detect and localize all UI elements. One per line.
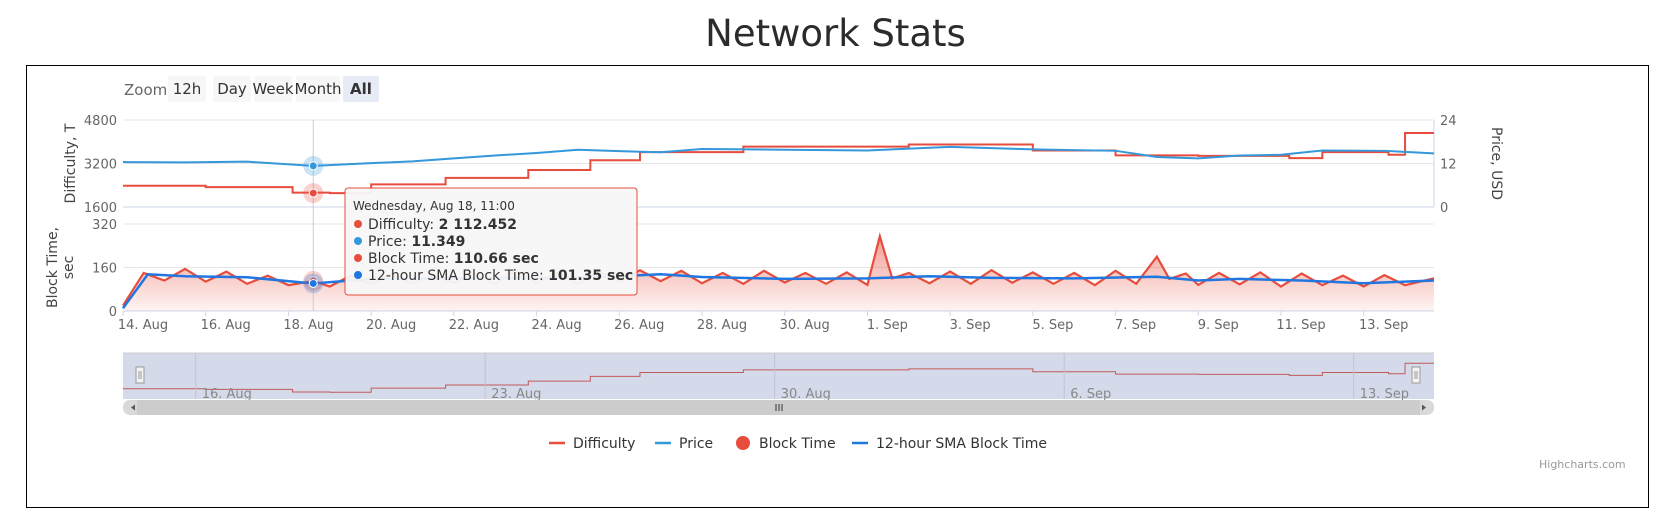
tooltip-row: 12-hour SMA Block Time: 101.35 sec bbox=[368, 268, 633, 284]
range-selector: Zoom 12h Day Week Month All bbox=[124, 76, 379, 102]
sma-hover-marker bbox=[308, 278, 318, 288]
x-tick-label: 11. Sep bbox=[1276, 318, 1325, 333]
tooltip-bullet-icon bbox=[354, 271, 362, 279]
y-tick-label: 4800 bbox=[84, 114, 117, 129]
legend-label: 12-hour SMA Block Time bbox=[876, 436, 1047, 452]
legend-label: Difficulty bbox=[573, 436, 635, 452]
scrollbar[interactable] bbox=[123, 400, 1434, 415]
tooltip-bullet-icon bbox=[354, 254, 362, 262]
navigator-tick-label: 6. Sep bbox=[1070, 387, 1111, 402]
x-tick-label: 24. Aug bbox=[531, 318, 581, 333]
right-axis-title: Price, USD bbox=[1488, 127, 1504, 200]
y2-tick-label: 0 bbox=[1440, 201, 1448, 216]
zoom-button-label: Week bbox=[252, 80, 293, 98]
zoom-button-label: Month bbox=[294, 80, 341, 98]
navigator-tick-label: 13. Sep bbox=[1360, 387, 1409, 402]
network-stats-chart: Zoom 12h Day Week Month All 1600320048000122… bbox=[45, 76, 1626, 471]
zoom-label: Zoom bbox=[124, 81, 167, 99]
x-tick-label: 13. Sep bbox=[1359, 318, 1408, 333]
legend-item-block-time[interactable]: Block Time bbox=[736, 436, 836, 452]
x-tick-label: 28. Aug bbox=[697, 318, 747, 333]
zoom-button-week[interactable]: Week bbox=[252, 76, 294, 102]
navigator-series bbox=[123, 362, 1434, 393]
legend-symbol bbox=[736, 436, 750, 450]
credits[interactable]: Highcharts.com bbox=[1539, 458, 1626, 471]
y2-tick-label: 24 bbox=[1440, 114, 1457, 129]
page-title: Network Stats bbox=[705, 12, 966, 55]
legend-label: Price bbox=[679, 436, 713, 452]
y-tick-label: 320 bbox=[92, 218, 117, 233]
y-tick-label: 1600 bbox=[84, 201, 117, 216]
navigator-handle-left[interactable] bbox=[135, 366, 145, 384]
series-sma-block-time[interactable] bbox=[121, 273, 1435, 310]
price-hover-marker bbox=[308, 161, 318, 171]
left-axis-title: Difficulty, T bbox=[63, 123, 79, 203]
tooltip-row: Difficulty: 2 112.452 bbox=[368, 217, 517, 233]
navigator-tick-label: 16. Aug bbox=[202, 387, 252, 402]
x-tick-label: 18. Aug bbox=[283, 318, 333, 333]
navigator-handle-right[interactable] bbox=[1411, 366, 1421, 384]
x-tick-label: 5. Sep bbox=[1032, 318, 1073, 333]
legend-item-difficulty[interactable]: Difficulty bbox=[549, 436, 635, 452]
y-tick-label: 3200 bbox=[84, 158, 117, 173]
difficulty-hover-marker bbox=[308, 188, 318, 198]
y2-tick-label: 12 bbox=[1440, 158, 1457, 173]
tooltip-row: Block Time: 110.66 sec bbox=[368, 251, 539, 267]
legend-item-price[interactable]: Price bbox=[655, 436, 713, 452]
chart-container: Zoom 12h Day Week Month All 1600 3200 4800 0 12 2… bbox=[26, 65, 1649, 508]
left-axis-title: Block Time,sec bbox=[45, 227, 77, 308]
x-tick-label: 26. Aug bbox=[614, 318, 664, 333]
tooltip-bullet-icon bbox=[354, 220, 362, 228]
y-tick-label: 0 bbox=[109, 305, 117, 320]
x-tick-label: 16. Aug bbox=[201, 318, 251, 333]
tooltip-row: Price: 11.349 bbox=[368, 234, 465, 250]
tooltip-bullet-icon bbox=[354, 237, 362, 245]
navigator-tick-label: 23. Aug bbox=[491, 387, 541, 402]
legend-label: Block Time bbox=[759, 436, 836, 452]
x-tick-label: 30. Aug bbox=[780, 318, 830, 333]
x-tick-label: 22. Aug bbox=[449, 318, 499, 333]
x-tick-label: 20. Aug bbox=[366, 318, 416, 333]
x-tick-label: 14. Aug bbox=[118, 318, 168, 333]
legend-item-12-hour-sma-block-time[interactable]: 12-hour SMA Block Time bbox=[852, 436, 1047, 452]
navigator-mask bbox=[123, 353, 1434, 399]
zoom-button-label: Day bbox=[217, 80, 247, 98]
x-tick-label: 9. Sep bbox=[1198, 318, 1239, 333]
tooltip-header: Wednesday, Aug 18, 11:00 bbox=[353, 199, 515, 213]
zoom-button-month[interactable]: Month bbox=[294, 76, 342, 102]
x-tick-label: 3. Sep bbox=[950, 318, 991, 333]
zoom-button-all[interactable]: All bbox=[343, 76, 379, 102]
x-tick-label: 1. Sep bbox=[867, 318, 908, 333]
y-tick-label: 160 bbox=[92, 262, 117, 277]
zoom-button-12h[interactable]: 12h bbox=[168, 76, 206, 102]
scroll-left-arrow-icon[interactable] bbox=[131, 404, 135, 411]
zoom-button-label: All bbox=[350, 80, 372, 98]
zoom-button-day[interactable]: Day bbox=[213, 76, 251, 102]
x-tick-label: 7. Sep bbox=[1115, 318, 1156, 333]
tooltip: Wednesday, Aug 18, 11:00 Difficulty: 2 11… bbox=[344, 187, 638, 296]
navigator-tick-label: 30. Aug bbox=[781, 387, 831, 402]
tooltip-box bbox=[344, 187, 638, 296]
scroll-right-arrow-icon[interactable] bbox=[1422, 404, 1426, 411]
zoom-button-label: 12h bbox=[173, 80, 202, 98]
series-price[interactable] bbox=[122, 145, 1435, 167]
